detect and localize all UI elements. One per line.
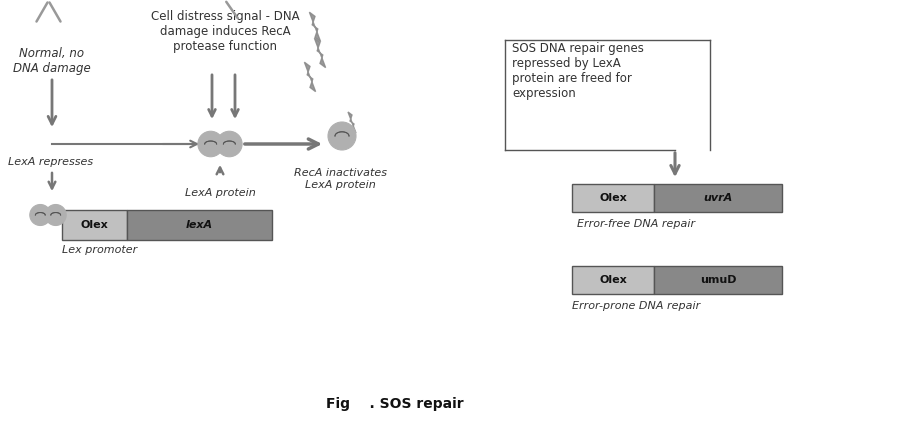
Text: Olex: Olex xyxy=(598,275,626,285)
Text: lexA: lexA xyxy=(186,220,213,230)
Circle shape xyxy=(216,131,242,157)
Text: umuD: umuD xyxy=(699,275,735,285)
Text: Error-prone DNA repair: Error-prone DNA repair xyxy=(571,301,699,311)
Bar xyxy=(127,210,272,240)
Text: Normal, no
DNA damage: Normal, no DNA damage xyxy=(14,47,91,75)
Polygon shape xyxy=(309,12,320,41)
Text: Olex: Olex xyxy=(598,193,626,203)
Circle shape xyxy=(327,122,355,150)
Circle shape xyxy=(30,204,51,226)
Text: uvrA: uvrA xyxy=(703,193,732,203)
Circle shape xyxy=(198,131,223,157)
Text: Error-free DNA repair: Error-free DNA repair xyxy=(576,219,695,229)
Text: Cell distress signal - DNA
damage induces RecA
protease function: Cell distress signal - DNA damage induce… xyxy=(151,10,299,53)
Polygon shape xyxy=(304,62,316,92)
Text: LexA protein: LexA protein xyxy=(184,188,255,198)
Text: RecA inactivates
LexA protein: RecA inactivates LexA protein xyxy=(293,168,386,190)
Bar xyxy=(571,184,653,212)
Bar xyxy=(571,266,653,294)
Circle shape xyxy=(45,204,66,226)
Text: SOS DNA repair genes
repressed by LexA
protein are freed for
expression: SOS DNA repair genes repressed by LexA p… xyxy=(511,42,643,100)
Text: LexA represses: LexA represses xyxy=(8,157,93,167)
Text: Olex: Olex xyxy=(80,220,108,230)
Bar xyxy=(62,210,127,240)
Bar xyxy=(653,266,781,294)
Text: Lex promoter: Lex promoter xyxy=(62,245,137,255)
Polygon shape xyxy=(347,112,355,133)
Polygon shape xyxy=(314,38,326,67)
Bar xyxy=(653,184,781,212)
Text: Fig    . SOS repair: Fig . SOS repair xyxy=(326,397,464,411)
